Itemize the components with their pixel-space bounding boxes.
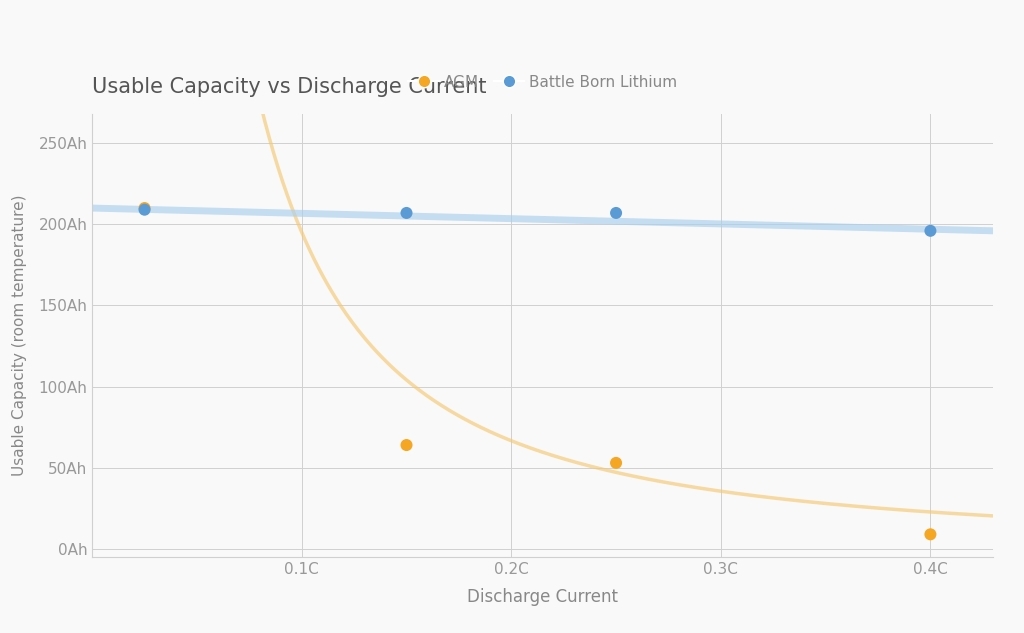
Text: Usable Capacity vs Discharge Current: Usable Capacity vs Discharge Current [92, 77, 486, 97]
Point [398, 208, 415, 218]
Point [398, 440, 415, 450]
Point [923, 529, 939, 539]
Legend: AGM, Battle Born Lithium: AGM, Battle Born Lithium [402, 68, 683, 96]
Point [136, 204, 153, 215]
Point [608, 458, 625, 468]
Y-axis label: Usable Capacity (room temperature): Usable Capacity (room temperature) [12, 195, 28, 476]
Point [608, 208, 625, 218]
Point [923, 226, 939, 236]
X-axis label: Discharge Current: Discharge Current [467, 588, 618, 606]
Point [136, 203, 153, 213]
